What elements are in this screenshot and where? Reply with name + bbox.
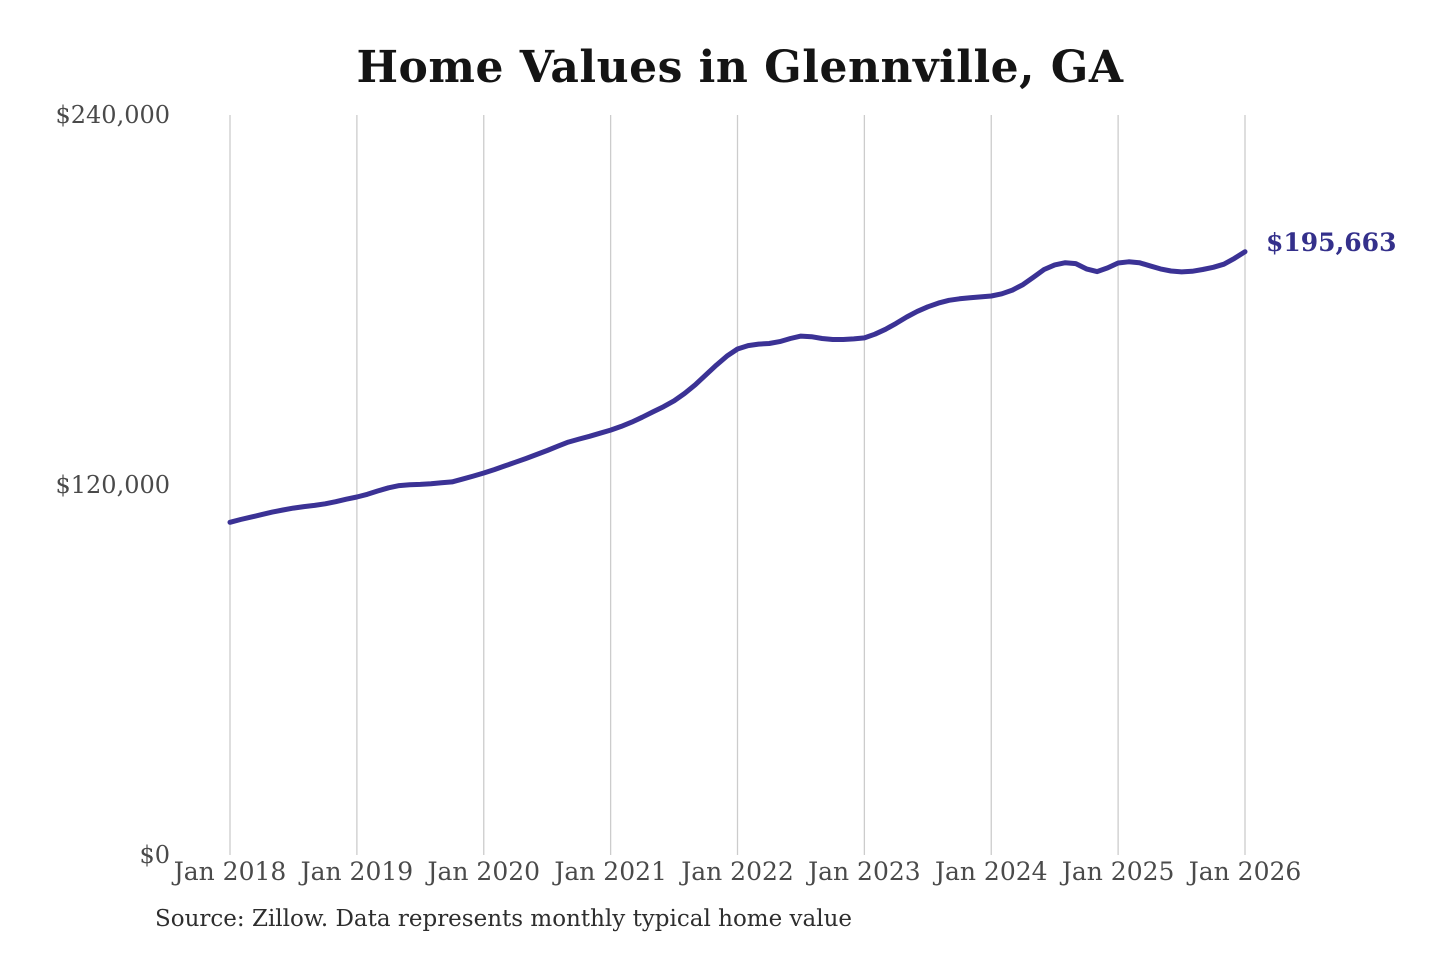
y-tick-label: $0 (139, 841, 170, 869)
x-tick-label: Jan 2024 (932, 857, 1048, 886)
x-tick-label: Jan 2020 (424, 857, 540, 886)
home-value-line (227, 249, 1248, 525)
x-tick-label: Jan 2023 (805, 857, 921, 886)
current-value-label: $195,663 (1266, 228, 1397, 257)
x-tick-label: Jan 2026 (1186, 857, 1302, 886)
y-tick-label: $240,000 (55, 101, 170, 129)
chart-title: Home Values in Glennville, GA (356, 42, 1124, 93)
y-tick-label: $120,000 (55, 471, 170, 499)
x-tick-label: Jan 2022 (678, 857, 794, 886)
source-note: Source: Zillow. Data represents monthly … (155, 906, 853, 932)
x-tick-label: Jan 2021 (551, 857, 667, 886)
x-tick-label: Jan 2025 (1059, 857, 1175, 886)
x-tick-label: Jan 2018 (171, 857, 287, 886)
x-tick-label: Jan 2019 (298, 857, 414, 886)
